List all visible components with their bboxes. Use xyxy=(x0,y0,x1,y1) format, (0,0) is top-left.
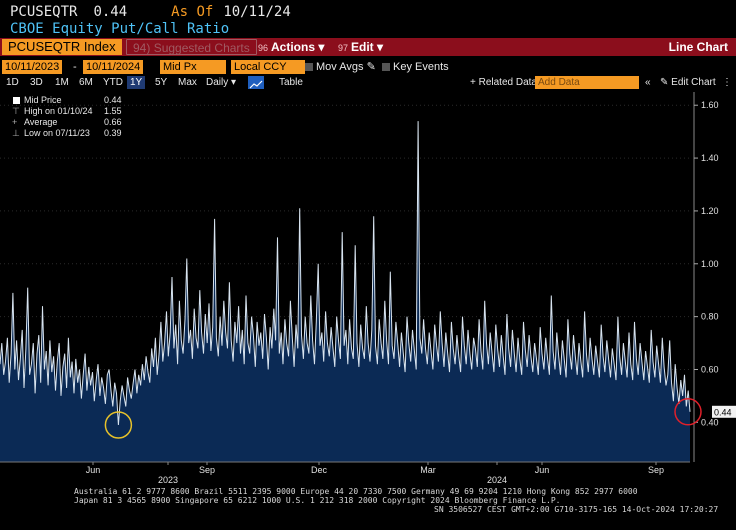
mov-avgs-label: Mov Avgs xyxy=(316,61,364,73)
x-tick-label: Mar xyxy=(420,465,436,475)
x-tick-label: Sep xyxy=(648,465,664,475)
key-events-toggle[interactable]: Key Events xyxy=(382,60,449,74)
currency-select[interactable]: Local CCY xyxy=(231,60,305,74)
high-icon: ⊤ xyxy=(12,106,20,116)
key-events-label: Key Events xyxy=(393,61,449,73)
edit-chart-label: Edit Chart xyxy=(671,77,716,88)
function-bar xyxy=(0,38,736,56)
suggested-charts-button[interactable]: 94) Suggested Charts xyxy=(126,39,257,55)
period-max[interactable]: Max xyxy=(178,77,197,88)
y-tick-label: 1.00 xyxy=(701,259,719,269)
chevron-down-icon: ▾ xyxy=(231,77,237,88)
asof-label: As Of xyxy=(171,4,214,20)
checkbox-icon xyxy=(382,63,390,71)
footer-line-1: Australia 61 2 9777 8600 Brazil 5511 239… xyxy=(74,487,638,496)
last-value-tag: 0.44 xyxy=(712,405,736,418)
frequency-select[interactable]: Daily ▾ xyxy=(206,76,236,89)
footer-line-3: SN 3506527 CEST GMT+2:00 G710-3175-165 1… xyxy=(434,505,719,514)
average-icon: + xyxy=(12,117,18,127)
actions-menu[interactable]: 96 Actions ▾ xyxy=(258,39,324,55)
edit-menu[interactable]: 97 Edit ▾ xyxy=(338,39,383,55)
security-description: CBOE Equity Put/Call Ratio xyxy=(10,21,230,37)
start-date-field[interactable]: 10/11/2023 xyxy=(2,60,63,74)
x-tick-label: Sep xyxy=(199,465,215,475)
chevron-down-icon: ▾ xyxy=(377,40,384,54)
period-1m[interactable]: 1M xyxy=(55,77,69,88)
period-5y[interactable]: 5Y xyxy=(155,77,168,88)
actions-num: 96 xyxy=(258,43,269,53)
checkbox-icon xyxy=(305,63,313,71)
last-marker xyxy=(674,398,702,426)
actions-label: Actions xyxy=(271,40,316,54)
footer: Australia 61 2 9777 8600 Brazil 5511 239… xyxy=(0,484,736,530)
suggested-label: Suggested Charts xyxy=(153,41,250,55)
period-1d[interactable]: 1D xyxy=(6,77,19,88)
ticker-symbol: PCUSEQTR xyxy=(10,4,78,20)
mov-avgs-toggle[interactable]: Mov Avgs ✎ xyxy=(305,60,376,74)
period-6m[interactable]: 6M xyxy=(79,77,93,88)
collapse-icon[interactable]: « xyxy=(645,77,651,88)
chevron-down-icon: ▾ xyxy=(318,40,325,54)
field-select[interactable]: Mid Px xyxy=(160,60,226,74)
pencil-icon: ✎ xyxy=(660,77,669,88)
chart-type-label[interactable]: Line Chart xyxy=(668,40,728,54)
x-tick-label: Jun xyxy=(86,465,101,475)
frequency-label: Daily xyxy=(206,77,229,88)
related-data-button[interactable]: + Related Data xyxy=(470,77,537,88)
legend-swatch xyxy=(13,97,20,104)
y-tick-label: 1.20 xyxy=(701,206,719,216)
asof-date: 10/11/24 xyxy=(223,4,291,20)
x-axis: Jun 2023 Sep Dec Mar 2024 Jun Sep xyxy=(0,461,690,484)
period-ytd[interactable]: YTD xyxy=(103,77,123,88)
y-tick-label: 0.40 xyxy=(701,417,719,427)
table-button[interactable]: Table xyxy=(279,77,303,88)
low-icon: ⊥ xyxy=(12,128,20,138)
ticker-line: PCUSEQTR 0.44 As Of 10/11/24 xyxy=(10,4,291,20)
y-tick-label: 0.60 xyxy=(701,365,719,375)
period-3d[interactable]: 3D xyxy=(30,77,43,88)
x-tick-label: 2024 xyxy=(487,475,507,484)
footer-line-2: Japan 81 3 4565 8900 Singapore 65 6212 1… xyxy=(74,496,561,505)
series-area xyxy=(0,121,690,462)
x-tick-label: Jun xyxy=(535,465,550,475)
edit-num: 97 xyxy=(338,43,349,53)
y-tick-label: 0.80 xyxy=(701,312,719,322)
pencil-icon: ✎ xyxy=(366,61,376,73)
period-1y[interactable]: 1Y xyxy=(127,76,146,89)
line-chart-icon[interactable] xyxy=(248,76,264,89)
end-date-field[interactable]: 10/11/2024 xyxy=(83,60,144,74)
edit-chart-button[interactable]: ✎ Edit Chart xyxy=(660,76,716,89)
y-tick-label: 1.60 xyxy=(701,100,719,110)
edit-label: Edit xyxy=(351,40,374,54)
last-tag-bg xyxy=(712,405,736,418)
series-line xyxy=(0,121,691,426)
x-tick-label: 2023 xyxy=(158,475,178,484)
suggested-num: 94 xyxy=(133,41,147,55)
last-tag-text: 0.44 xyxy=(714,407,732,417)
low-marker xyxy=(104,411,133,439)
security-input[interactable]: PCUSEQTR Index xyxy=(2,39,122,55)
more-icon[interactable]: ⋮ xyxy=(722,77,732,88)
last-value: 0.44 xyxy=(93,4,128,20)
chart-area: 0.40 0.60 0.80 1.00 1.20 1.40 1.60 Jun 2023 Sep D… xyxy=(0,92,736,484)
x-tick-label: Dec xyxy=(311,465,328,475)
y-tick-label: 1.40 xyxy=(701,153,719,163)
add-data-input[interactable]: Add Data xyxy=(535,76,639,89)
date-separator: - xyxy=(73,61,77,73)
